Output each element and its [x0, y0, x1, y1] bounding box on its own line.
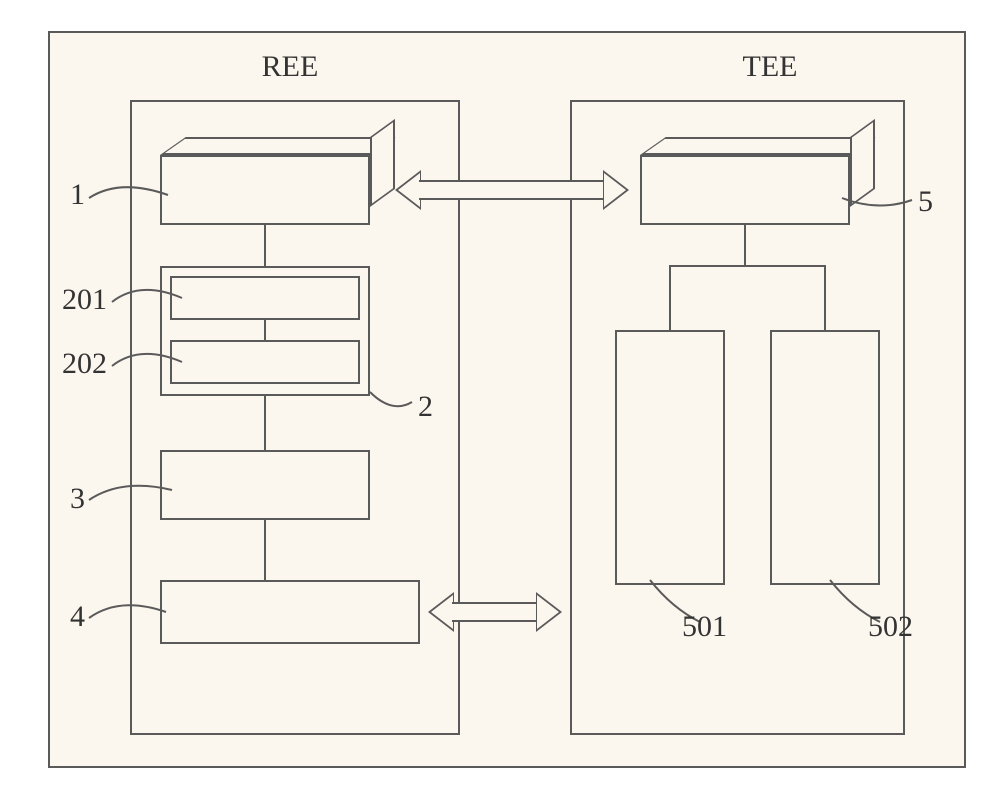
connector — [824, 265, 826, 330]
ree-box-201 — [170, 276, 360, 320]
label-502: 502 — [868, 610, 913, 644]
label-4: 4 — [70, 600, 85, 634]
label-202: 202 — [62, 347, 107, 381]
connector — [264, 396, 266, 450]
label-5: 5 — [918, 185, 933, 219]
ree-box-3 — [160, 450, 370, 520]
connector — [264, 520, 266, 580]
ree-box-4 — [160, 580, 420, 644]
tee-title: TEE — [710, 50, 830, 84]
ree-title: REE — [230, 50, 350, 84]
connector — [744, 225, 746, 265]
tee-box-502 — [770, 330, 880, 585]
label-3: 3 — [70, 482, 85, 516]
ree-box-202 — [170, 340, 360, 384]
label-2: 2 — [418, 390, 433, 424]
label-201: 201 — [62, 283, 107, 317]
diagram-canvas: REE TEE — [0, 0, 1000, 805]
connector — [264, 320, 266, 340]
tee-box-501 — [615, 330, 725, 585]
connector — [669, 265, 826, 267]
label-501: 501 — [682, 610, 727, 644]
connector — [669, 265, 671, 330]
connector — [264, 225, 266, 266]
label-1: 1 — [70, 178, 85, 212]
